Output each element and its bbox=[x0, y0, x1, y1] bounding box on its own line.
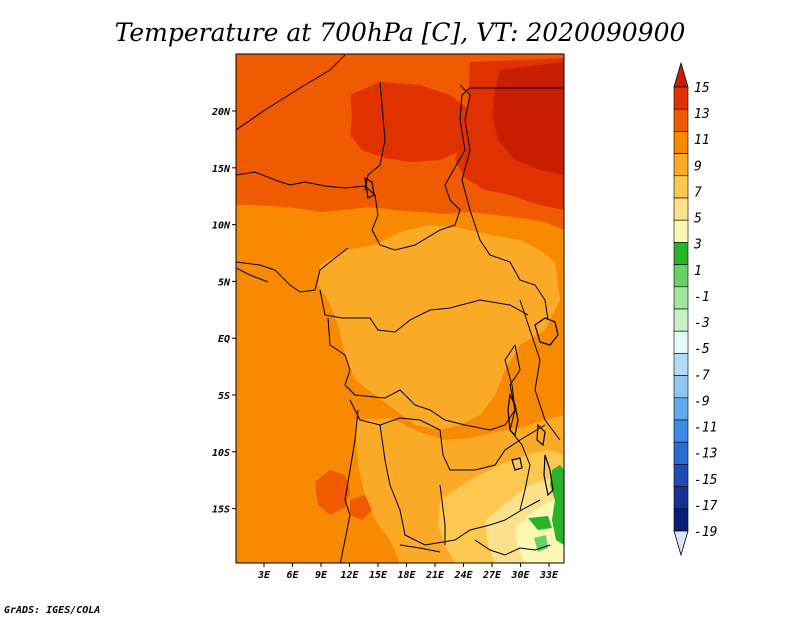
shade-1-to-3 bbox=[515, 500, 564, 563]
colorbar-swatch bbox=[673, 330, 689, 354]
x-tick-label: 27E bbox=[482, 570, 502, 581]
shade-11-to-13-angola-2 bbox=[350, 495, 372, 520]
colorbar-label: -1 bbox=[694, 290, 710, 305]
shade-11-to-13-northwest bbox=[236, 54, 320, 80]
x-axis: 3E 6E 9E 12E 15E 18E 21E 24E 27E 30E 33E bbox=[257, 563, 559, 581]
y-tick-label: 20N bbox=[211, 107, 231, 118]
colorbar-swatch bbox=[673, 242, 689, 265]
colorbar-label: 11 bbox=[694, 133, 710, 148]
colorbar-label: -9 bbox=[694, 394, 710, 409]
lakes bbox=[364, 176, 559, 497]
y-tick-label: 10S bbox=[212, 448, 230, 459]
colorbar-label: 15 bbox=[694, 81, 710, 96]
colorbar-swatch bbox=[673, 397, 689, 421]
colorbar-label: -13 bbox=[694, 447, 717, 462]
x-tick-label: 24E bbox=[453, 570, 473, 581]
colorbar-label: -7 bbox=[694, 368, 710, 383]
colorbar-swatch bbox=[673, 375, 689, 399]
colorbar-label: 1 bbox=[694, 264, 702, 279]
shade-green-patch-1 bbox=[528, 516, 552, 530]
colorbar-swatch bbox=[673, 219, 689, 243]
x-tick-label: 30E bbox=[510, 570, 530, 581]
x-tick-label: 15E bbox=[369, 570, 388, 581]
colorbar-swatch bbox=[673, 153, 689, 177]
colorbar-label: 9 bbox=[694, 159, 702, 174]
temperature-map bbox=[235, 53, 565, 564]
colorbar-swatch bbox=[673, 441, 689, 465]
colorbar-swatch bbox=[673, 464, 689, 487]
shade-7-to-9-interior bbox=[318, 225, 560, 430]
x-tick-label: 9E bbox=[315, 570, 328, 581]
y-tick-label: 5S bbox=[218, 391, 230, 402]
colorbar-label: -3 bbox=[694, 316, 710, 331]
colorbar-label: -11 bbox=[694, 421, 717, 436]
colorbar-swatch bbox=[673, 108, 689, 132]
colorbar-label: 13 bbox=[694, 107, 710, 122]
colorbar-label: 5 bbox=[694, 212, 702, 227]
x-tick-label: 21E bbox=[425, 570, 445, 581]
y-tick-label: 5N bbox=[218, 277, 231, 288]
y-tick-label: 15N bbox=[212, 164, 231, 175]
credit-text: GrADS: IGES/COLA bbox=[4, 605, 100, 616]
shade-9-to-11-coast bbox=[265, 438, 300, 466]
colorbar-swatch bbox=[673, 508, 689, 532]
x-tick-label: 33E bbox=[539, 570, 559, 581]
political-borders bbox=[236, 54, 564, 563]
colorbar-label: -17 bbox=[694, 499, 718, 514]
colorbar-top-arrow bbox=[673, 61, 689, 88]
colorbar-swatch bbox=[673, 264, 689, 288]
colorbar-swatch bbox=[673, 197, 689, 221]
colorbar-swatch bbox=[673, 131, 689, 154]
colorbar-label: -19 bbox=[694, 525, 717, 540]
shade-green-patch-2 bbox=[534, 535, 548, 552]
colorbar-swatch bbox=[673, 286, 689, 310]
x-tick-label: 18E bbox=[397, 570, 416, 581]
colorbar-swatch bbox=[673, 308, 689, 332]
colorbar-swatch bbox=[673, 86, 689, 110]
chart-title: Temperature at 700hPa [C], VT: 202009090… bbox=[115, 18, 686, 47]
shade-11-to-13-angola bbox=[315, 470, 350, 515]
y-axis: 20N 15N 10N 5N EQ 5S 10S 15S bbox=[211, 107, 236, 516]
colorbar-swatch bbox=[673, 419, 689, 443]
x-tick-label: 3E bbox=[257, 570, 271, 581]
colorbar-swatch bbox=[673, 353, 689, 376]
colorbar-bottom-arrow bbox=[673, 530, 689, 557]
colorbar-label: -5 bbox=[694, 342, 710, 357]
y-tick-label: 15S bbox=[212, 505, 230, 516]
colorbar-label: 3 bbox=[693, 238, 702, 253]
shade-15-plus bbox=[492, 62, 564, 175]
colorbar-label: -15 bbox=[694, 473, 718, 488]
y-tick-label: EQ bbox=[218, 334, 230, 345]
colorbar-label: 7 bbox=[694, 185, 702, 200]
x-tick-label: 12E bbox=[340, 570, 359, 581]
colorbar: 15 13 11 9 7 5 3 1 -1 -3 -5 -7 -9 -11 -13 -15 -17 -19 bbox=[673, 61, 718, 557]
x-tick-label: 6E bbox=[286, 570, 299, 581]
colorbar-swatch bbox=[673, 175, 689, 199]
map-frame bbox=[235, 53, 565, 564]
colorbar-swatch bbox=[673, 486, 689, 510]
y-tick-label: 10N bbox=[212, 221, 231, 232]
shade-green-east bbox=[550, 465, 564, 545]
